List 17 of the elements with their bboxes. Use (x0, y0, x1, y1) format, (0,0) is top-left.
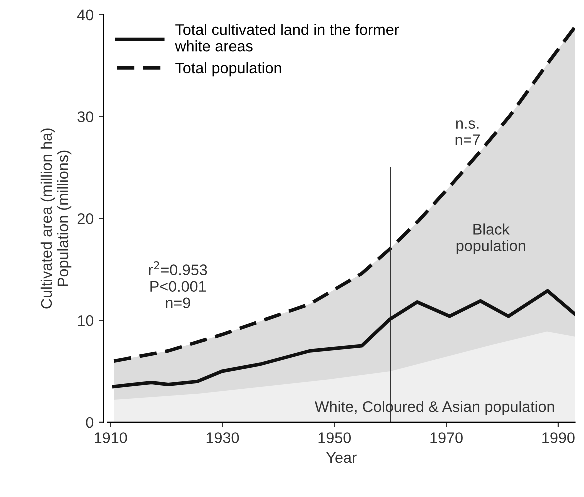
x-tick-label: 1930 (206, 432, 240, 444)
x-tick-label: 1950 (318, 432, 352, 444)
legend-label: Total population (176, 62, 282, 77)
y-tick-label: 0 (86, 417, 94, 428)
annotation: r$^{2}$=0.953 P<0.001 n=9 (149, 262, 208, 309)
x-tick-label: 1990 (542, 432, 575, 444)
y-tick-label: 10 (78, 315, 94, 326)
x-tick-label: 1970 (430, 432, 463, 444)
annotation: n.s. n=7 (456, 120, 480, 146)
legend-label: Total cultivated land in the former white areas (175, 24, 400, 52)
y-tick-label: 30 (78, 112, 94, 122)
annotation: Black population (456, 224, 526, 254)
x-axis-title: Year (326, 452, 357, 464)
y-axis-title: Cultivated area (million ha) Population (millions) (40, 128, 72, 309)
y-tick-label: 40 (78, 10, 94, 21)
y-tick-label: 20 (78, 214, 94, 224)
x-tick-label: 1910 (95, 432, 128, 444)
